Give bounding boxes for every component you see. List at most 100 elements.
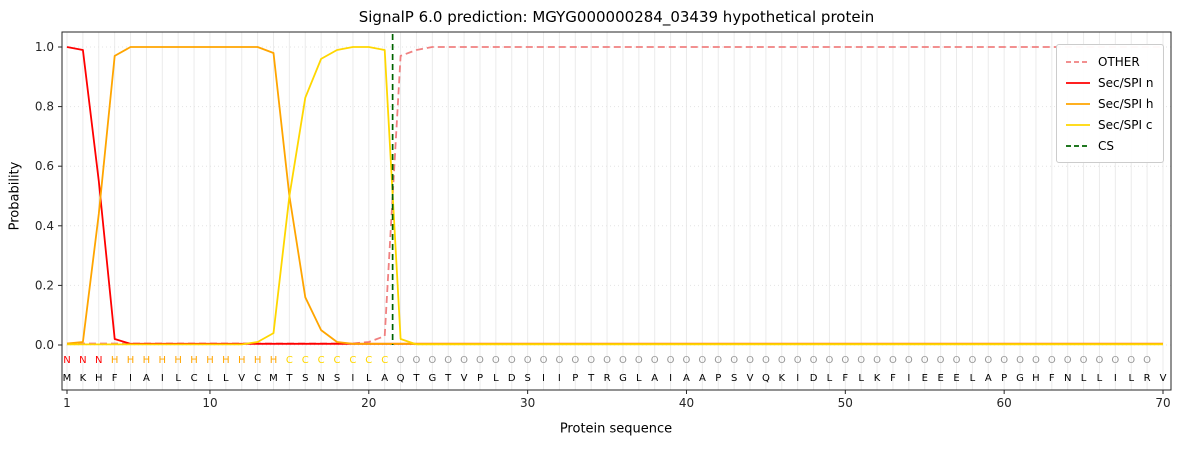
legend-swatch-sec-spi-h: [1066, 102, 1090, 105]
region-label: O: [555, 355, 563, 366]
residue-label: S: [302, 373, 308, 384]
residue-label: L: [1081, 373, 1087, 384]
legend-item-other: OTHER: [1065, 51, 1153, 72]
region-label: H: [190, 355, 198, 366]
residue-label: R: [604, 373, 611, 384]
x-tick-label: 20: [361, 396, 376, 410]
region-label: H: [222, 355, 230, 366]
residue-label: V: [1160, 373, 1167, 384]
region-label: O: [524, 355, 532, 366]
residue-label: G: [619, 373, 627, 384]
plot-border: [61, 31, 1172, 391]
residue-label: E: [953, 373, 959, 384]
residue-label: I: [542, 373, 545, 384]
region-label: O: [1048, 355, 1056, 366]
residue-label: I: [161, 373, 164, 384]
region-label: H: [159, 355, 167, 366]
legend-swatch-other: [1066, 60, 1090, 63]
x-tick-label: 60: [997, 396, 1012, 410]
region-label: O: [1064, 355, 1072, 366]
region-label: H: [174, 355, 182, 366]
legend-item-sec-spi-h: Sec/SPI h: [1065, 93, 1153, 114]
legend-label: Sec/SPI c: [1098, 117, 1153, 132]
region-label: O: [460, 355, 468, 366]
residue-label: G: [1016, 373, 1024, 384]
residue-label: T: [285, 373, 293, 384]
region-label: C: [381, 355, 388, 366]
residue-label: F: [842, 373, 848, 384]
y-tick-label: 0.2: [35, 278, 54, 292]
residue-label: G: [428, 373, 436, 384]
region-label: O: [984, 355, 992, 366]
region-label: O: [397, 355, 405, 366]
region-label: C: [286, 355, 293, 366]
residue-label: P: [715, 373, 721, 384]
region-label: O: [492, 355, 500, 366]
region-label: H: [254, 355, 262, 366]
residue-label: H: [1032, 373, 1040, 384]
residue-label: T: [587, 373, 595, 384]
region-label: O: [905, 355, 913, 366]
region-label: O: [1080, 355, 1088, 366]
series-line-sec-spi-n: [66, 46, 1163, 345]
residue-label: S: [524, 373, 530, 384]
legend-item-sec-spi-c: Sec/SPI c: [1065, 114, 1153, 135]
region-label: O: [968, 355, 976, 366]
residue-label: C: [254, 373, 261, 384]
residue-label: I: [796, 373, 799, 384]
region-label: O: [778, 355, 786, 366]
residue-label: V: [238, 373, 245, 384]
residue-label: T: [444, 373, 452, 384]
legend: OTHER Sec/SPI n Sec/SPI h Sec/SPI c CS: [1056, 44, 1165, 163]
residue-label: K: [874, 373, 881, 384]
residue-label: L: [636, 373, 642, 384]
residue-label: P: [477, 373, 483, 384]
series-line-sec-spi-h: [66, 46, 1163, 345]
region-label: O: [937, 355, 945, 366]
residue-label: L: [858, 373, 864, 384]
legend-swatch-sec-spi-n: [1066, 81, 1090, 84]
region-label: O: [921, 355, 929, 366]
region-label: O: [619, 355, 627, 366]
residue-label: L: [827, 373, 833, 384]
residue-label: N: [1064, 373, 1071, 384]
residue-label: M: [63, 373, 72, 384]
region-label: C: [318, 355, 325, 366]
region-label: O: [730, 355, 738, 366]
residue-label: F: [1049, 373, 1055, 384]
region-label: O: [1143, 355, 1151, 366]
y-tick-label: 0.8: [35, 100, 54, 114]
residue-label: I: [129, 373, 132, 384]
residue-label: I: [1114, 373, 1117, 384]
residue-label: E: [937, 373, 943, 384]
residue-label: V: [747, 373, 754, 384]
series-line-other: [67, 46, 1163, 345]
residue-label: R: [1144, 373, 1151, 384]
region-label: O: [476, 355, 484, 366]
x-tick-label: 40: [679, 396, 694, 410]
region-label: O: [683, 355, 691, 366]
region-label: H: [270, 355, 278, 366]
region-label: C: [334, 355, 341, 366]
residue-label: N: [317, 373, 324, 384]
residue-label: S: [334, 373, 340, 384]
region-label: O: [825, 355, 833, 366]
series-line-sec-spi-c: [67, 46, 1163, 346]
y-tick-label: 0.4: [35, 219, 54, 233]
y-tick-label: 0.0: [35, 338, 54, 352]
region-label: O: [428, 355, 436, 366]
residue-label: C: [191, 373, 198, 384]
region-label: O: [1111, 355, 1119, 366]
region-label: O: [714, 355, 722, 366]
region-label: O: [889, 355, 897, 366]
residue-label: D: [508, 373, 516, 384]
region-label: O: [540, 355, 548, 366]
residue-label: F: [112, 373, 118, 384]
residue-label: T: [412, 373, 420, 384]
region-label: O: [746, 355, 754, 366]
residue-label: H: [95, 373, 103, 384]
residue-label: A: [699, 373, 706, 384]
x-tick-label: 10: [202, 396, 217, 410]
region-label: N: [63, 355, 70, 366]
